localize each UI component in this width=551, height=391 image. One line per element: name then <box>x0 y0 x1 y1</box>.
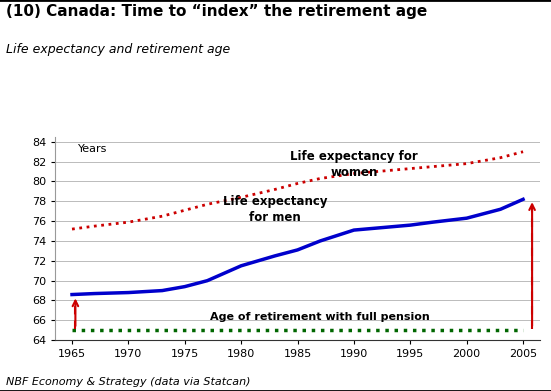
Text: (10) Canada: Time to “index” the retirement age: (10) Canada: Time to “index” the retirem… <box>6 4 427 19</box>
Text: Life expectancy and retirement age: Life expectancy and retirement age <box>6 43 230 56</box>
Text: Age of retirement with full pension: Age of retirement with full pension <box>210 312 430 322</box>
Text: Life expectancy
for men: Life expectancy for men <box>223 195 327 224</box>
Text: Years: Years <box>78 144 107 154</box>
Text: Life expectancy for
women: Life expectancy for women <box>290 150 418 179</box>
Text: NBF Economy & Strategy (data via Statcan): NBF Economy & Strategy (data via Statcan… <box>6 377 250 387</box>
